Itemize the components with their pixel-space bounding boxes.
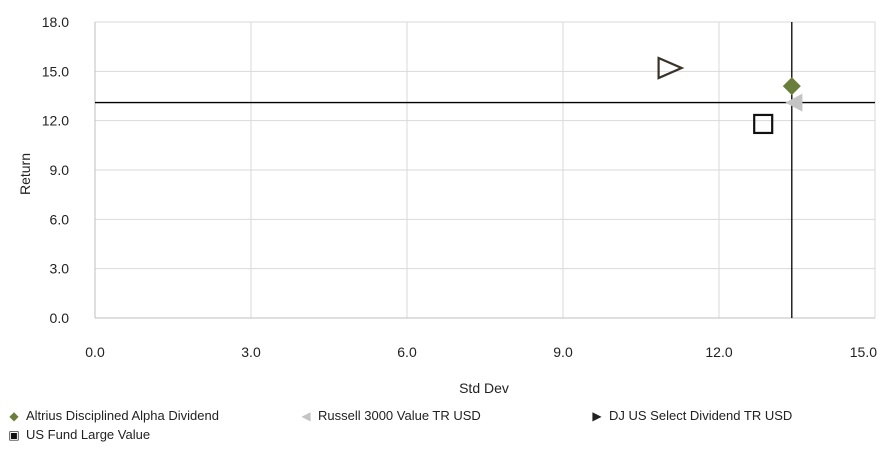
y-tick-label: 0.0 [50,310,70,326]
y-tick-label: 15.0 [42,63,69,79]
grid [95,21,876,318]
x-tick-label: 12.0 [705,344,732,360]
square-icon: ▣ [8,427,20,442]
y-tick-label: 12.0 [42,113,69,129]
x-tick-label: 15.0 [850,344,877,360]
y-tick-label: 18.0 [42,14,69,30]
triangle-left-icon: ◀ [301,408,311,423]
data-point-diamond [782,77,801,96]
x-tick-label: 9.0 [553,344,573,360]
legend: ◆ Altrius Disciplined Alpha Dividend ◀ R… [8,408,878,446]
x-tick-label: 0.0 [85,344,105,360]
axes [94,22,875,319]
legend-item-dj: ▶ DJ US Select Dividend TR USD [591,408,792,423]
x-tick-label: 3.0 [241,344,261,360]
scatter-plot: 0.0 3.0 6.0 9.0 12.0 15.0 18.0 0.0 3.0 6.0 9.0 12.0… [17,14,877,396]
legend-label: Altrius Disciplined Alpha Dividend [26,408,219,423]
x-axis-title: Std Dev [459,380,509,396]
y-axis-title: Return [17,153,33,195]
legend-label: DJ US Select Dividend TR USD [609,408,793,423]
legend-row: ▣ US Fund Large Value [8,427,878,446]
data-points [657,56,803,135]
legend-item-altrius: ◆ Altrius Disciplined Alpha Dividend [8,408,219,423]
diamond-icon: ◆ [9,408,19,423]
tick-labels: 0.0 3.0 6.0 9.0 12.0 15.0 18.0 0.0 3.0 6.0 9.0 12.0… [42,14,877,360]
legend-label: US Fund Large Value [26,427,151,442]
legend-row: ◆ Altrius Disciplined Alpha Dividend ◀ R… [8,408,878,427]
legend-item-russell: ◀ Russell 3000 Value TR USD [300,408,481,423]
data-point-triangle-left [785,93,803,112]
data-point-square [753,113,774,135]
reference-lines [95,22,875,318]
legend-item-us-fund: ▣ US Fund Large Value [8,427,150,442]
x-tick-label: 6.0 [397,344,417,360]
y-tick-label: 6.0 [50,211,70,227]
y-tick-label: 3.0 [50,261,70,277]
triangle-right-icon: ▶ [592,408,602,423]
y-tick-label: 9.0 [50,162,70,178]
legend-label: Russell 3000 Value TR USD [318,408,481,423]
data-point-triangle-right [657,56,685,80]
